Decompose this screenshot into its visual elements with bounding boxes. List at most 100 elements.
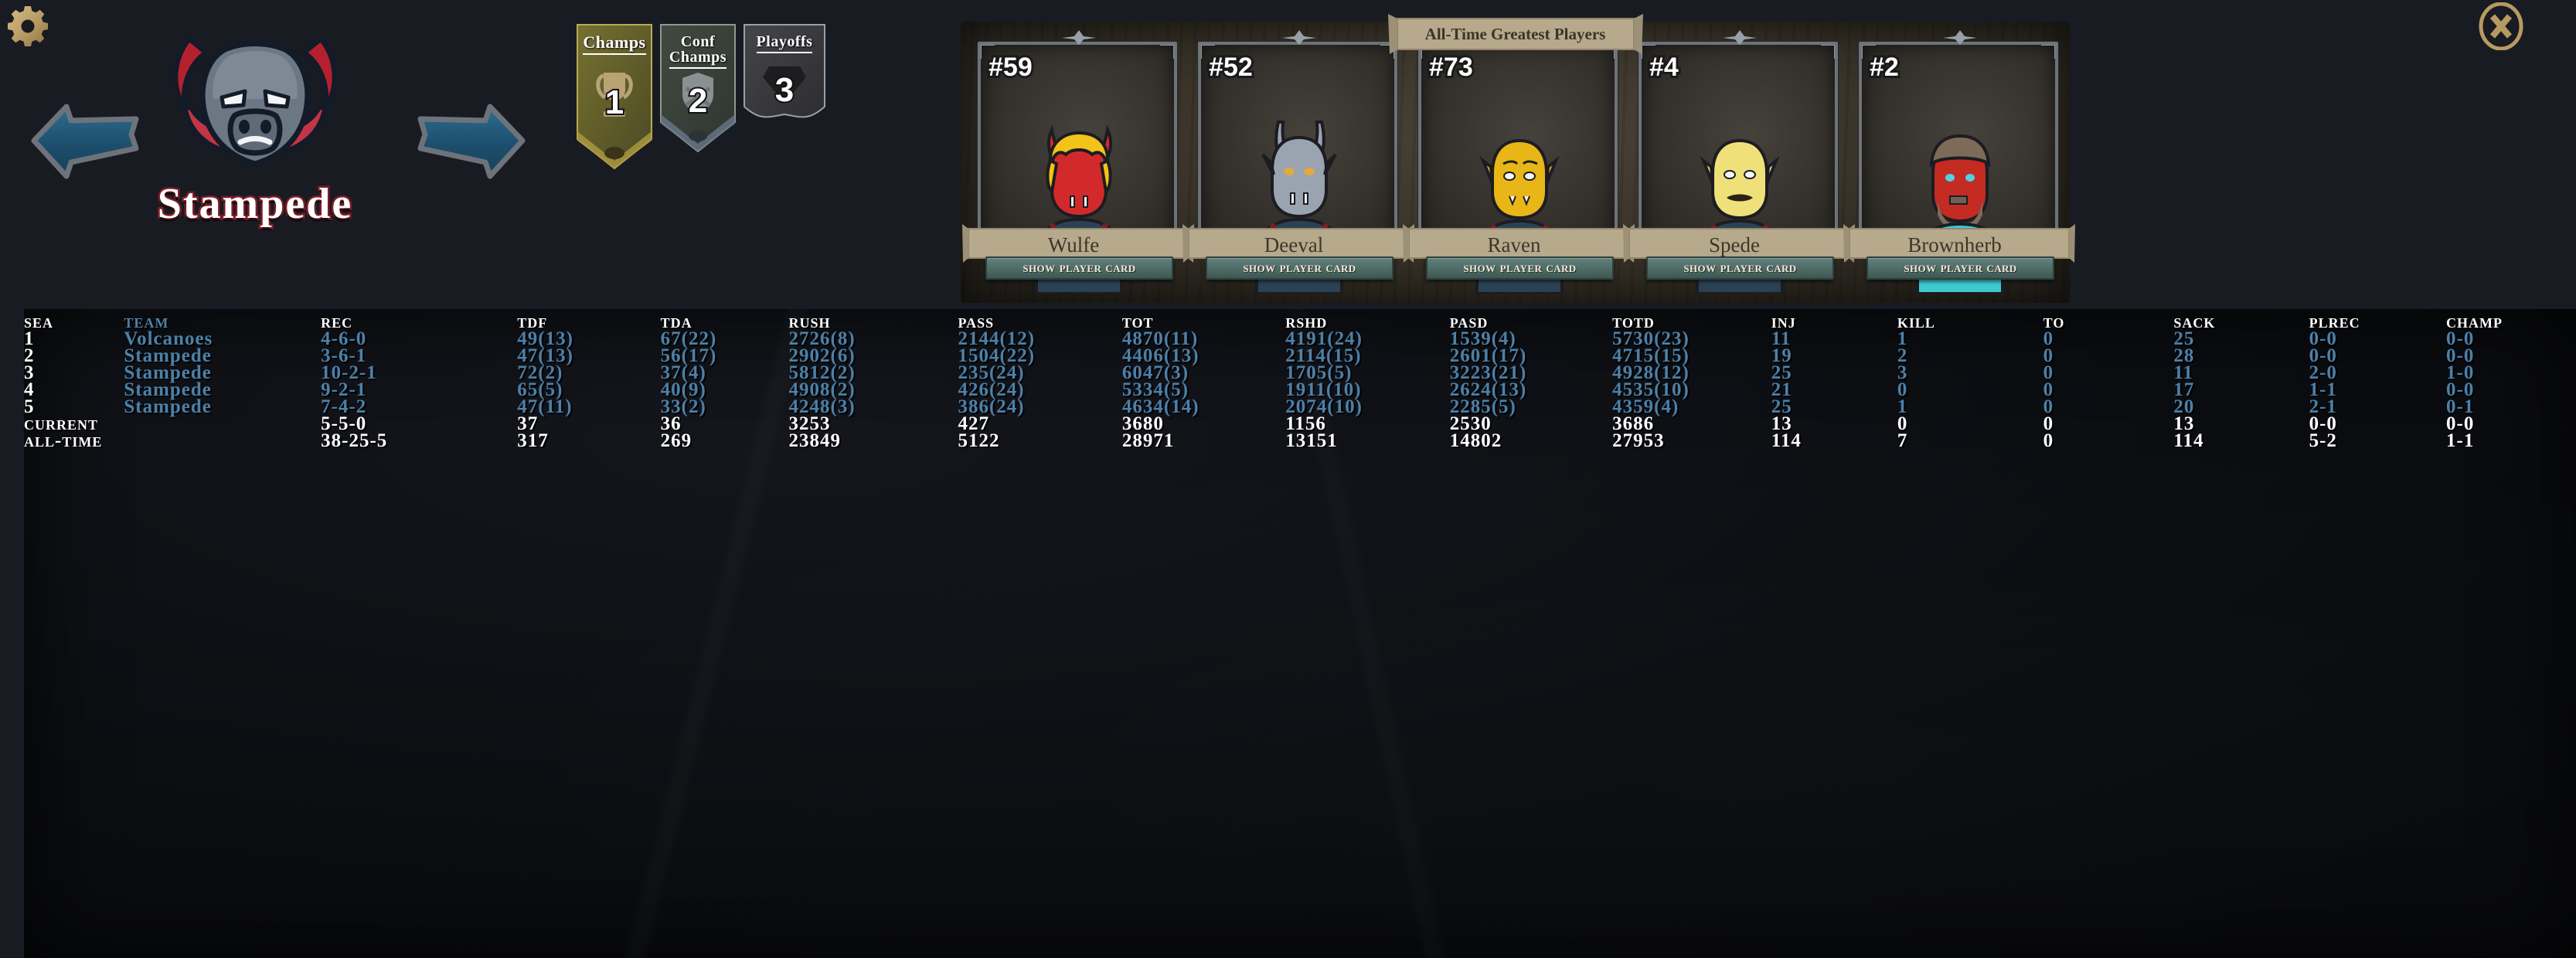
cell-to: 0 [2043, 362, 2054, 383]
col-tdf: TDF [517, 311, 548, 332]
close-x-icon[interactable] [2477, 2, 2525, 51]
cell-team: Stampede [124, 379, 212, 400]
cell-rec: 10-2-1 [321, 362, 377, 383]
frame-corner-icon [1862, 45, 1876, 59]
cell-to: 0 [2043, 379, 2054, 400]
cell-champ: 0-0 [2446, 345, 2475, 366]
cell-rush: 2726(8) [788, 328, 856, 349]
cell-to: 0 [2043, 413, 2054, 434]
cell-tdf: 65(5) [517, 379, 563, 400]
frame-corner-icon [1201, 45, 1215, 59]
col-to: TO [2043, 311, 2065, 332]
col-pass: PASS [958, 311, 995, 332]
trophy-banners: Champs 1 Conf Champs 2 [576, 23, 826, 193]
cell-rush: 5812(2) [788, 362, 856, 383]
show-player-card-button[interactable]: Show Player Card [1426, 256, 1614, 280]
cell-totd: 4535(10) [1612, 379, 1690, 400]
cell-rec: 38-25-5 [321, 430, 388, 451]
cell-kill: 1 [1897, 328, 1908, 349]
col-pasd: PASD [1449, 311, 1489, 332]
cell-rec: 7-4-2 [321, 396, 367, 417]
cell-tot: 28971 [1121, 430, 1175, 451]
cell-plrec: 5-2 [2309, 430, 2337, 451]
cell-rshd: 2114(15) [1285, 345, 1362, 366]
cell-pasd: 2285(5) [1449, 396, 1516, 417]
cell-plrec: 2-1 [2309, 396, 2337, 417]
player-card: #59 [962, 30, 1194, 294]
cell-inj: 13 [1771, 413, 1792, 434]
cell-tda: 36 [660, 413, 682, 434]
cell-totd: 4928(12) [1612, 362, 1690, 383]
frame-crest-icon [1722, 30, 1757, 45]
show-player-card-button[interactable]: Show Player Card [985, 256, 1173, 280]
player-card: #2 [1843, 30, 2075, 294]
player-card: #52 [1183, 30, 1414, 294]
banner-title-playoffs: Playoffs [743, 23, 826, 53]
cell-kill: 0 [1897, 413, 1908, 434]
cell-totd: 4715(15) [1612, 345, 1690, 366]
player-card-list: #59 [962, 30, 2075, 294]
cell-rush: 3253 [788, 413, 831, 434]
show-player-card-button[interactable]: Show Player Card [1646, 256, 1834, 280]
team-logo [116, 8, 394, 201]
col-rec: REC [321, 311, 353, 332]
cell-sea: 4 [24, 379, 35, 400]
cell-sack: 17 [2173, 379, 2195, 400]
col-totd: TOTD [1612, 311, 1655, 332]
cell-rush: 4248(3) [788, 396, 856, 417]
cell-pasd: 1539(4) [1449, 328, 1516, 349]
team-history-stats-panel: Sea Team REC TDF TDA RUSH PASS TOT RSHD … [24, 309, 2576, 958]
frame-corner-icon [1160, 45, 1174, 59]
cell-tdf: 72(2) [517, 362, 563, 383]
cell-sack: 25 [2173, 328, 2195, 349]
hof-title-banner: All-Time Greatest Players [1387, 14, 1643, 57]
cell-rush: 2902(6) [788, 345, 856, 366]
next-team-arrow[interactable] [417, 100, 526, 182]
cell-kill: 1 [1897, 396, 1908, 417]
frame-corner-icon [2041, 45, 2055, 59]
table-row: 3 Stampede 10-2-1 72(2) 37(4) 5812(2) 235(24) 6… [24, 362, 2576, 383]
player-number: #73 [1427, 50, 1475, 84]
show-player-card-button[interactable]: Show Player Card [1206, 256, 1393, 280]
col-sack: SACK [2173, 311, 2216, 332]
previous-team-arrow[interactable] [31, 100, 139, 182]
banner-count-champs: 1 [604, 82, 625, 123]
cell-champ: 1-0 [2446, 362, 2475, 383]
cell-to: 0 [2043, 345, 2054, 366]
cell-rec: 5-5-0 [321, 413, 367, 434]
gear-icon[interactable] [6, 3, 49, 46]
cell-pass: 2144(12) [958, 328, 1036, 349]
cell-champ: 0-0 [2446, 413, 2475, 434]
cell-kill: 2 [1897, 345, 1908, 366]
cell-rush: 23849 [788, 430, 842, 451]
table-row: 1 Volcanoes 4-6-0 49(13) 67(22) 2726(8) 2144(1… [24, 328, 2576, 349]
table-row: Current 5-5-0 37 36 3253 427 3680 1156 2530 3686 1… [24, 413, 2576, 434]
cell-champ: 0-0 [2446, 328, 2475, 349]
cell-tda: 67(22) [660, 328, 717, 349]
cell-to: 0 [2043, 328, 2054, 349]
cell-tda: 33(2) [660, 396, 706, 417]
frame-corner-icon [1821, 45, 1835, 59]
cell-inj: 21 [1771, 379, 1792, 400]
table-row: 5 Stampede 7-4-2 47(11) 33(2) 4248(3) 386(24) 4… [24, 396, 2576, 417]
cell-totd: 3686 [1612, 413, 1655, 434]
cell-kill: 7 [1897, 430, 1908, 451]
player-number: #2 [1867, 50, 1901, 84]
cell-team: Volcanoes [124, 328, 213, 349]
cell-sack: 13 [2173, 413, 2195, 434]
cell-tda: 56(17) [660, 345, 717, 366]
table-row: 2 Stampede 3-6-1 47(13) 56(17) 2902(6) 1504(22… [24, 345, 2576, 366]
cell-tot: 6047(3) [1121, 362, 1189, 383]
show-player-card-button[interactable]: Show Player Card [1866, 256, 2054, 280]
cell-inj: 25 [1771, 362, 1792, 383]
cell-rec: 9-2-1 [321, 379, 367, 400]
frame-corner-icon [1642, 45, 1656, 59]
all-time-greatest-panel: All-Time Greatest Players #59 [961, 14, 2075, 303]
banner-title-champs: Champs [576, 23, 653, 55]
cell-rshd: 1156 [1285, 413, 1326, 434]
cell-tdf: 37 [517, 413, 539, 434]
hof-title-label: All-Time Greatest Players [1424, 25, 1606, 43]
cell-tot: 4634(14) [1121, 396, 1200, 417]
cell-rshd: 2074(10) [1285, 396, 1363, 417]
cell-sea: All-Time [24, 430, 103, 451]
